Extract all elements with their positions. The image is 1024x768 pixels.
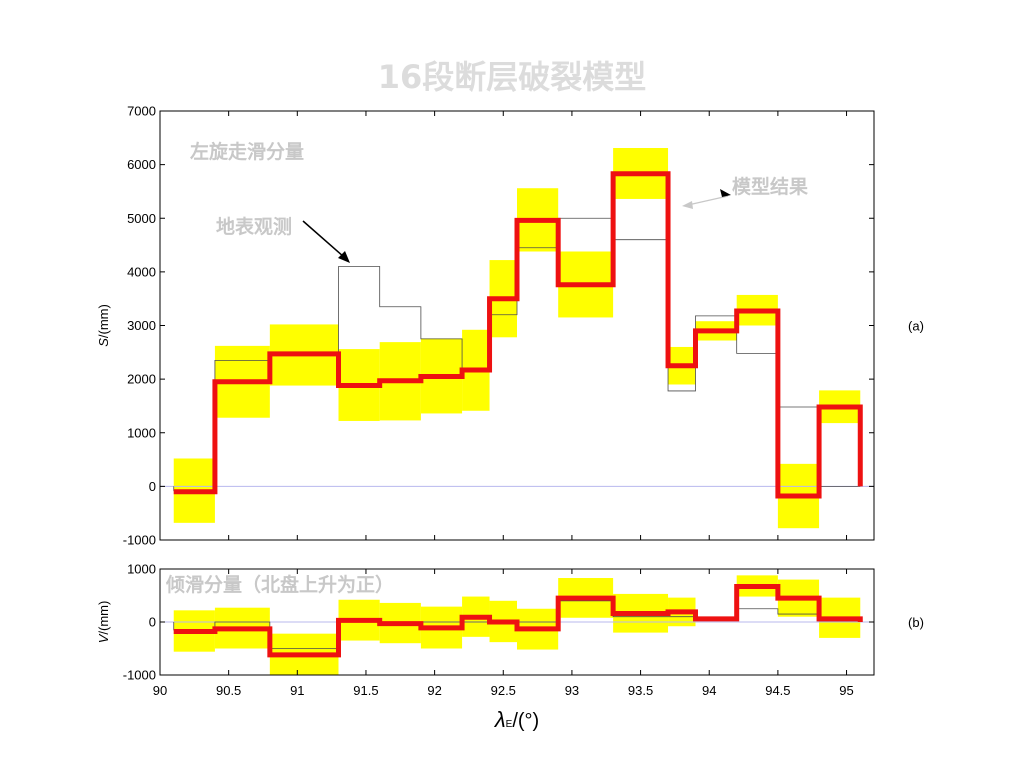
observed-annotation: 地表观测 [216,215,292,238]
x-tick-label: 94 [702,683,716,698]
x-axis-subscript: E [506,719,513,730]
x-axis-unit: /(°) [512,710,539,732]
y-tick-label: 2000 [127,372,156,387]
panel-label: (a) [908,319,924,334]
x-tick-label: 93.5 [628,683,653,698]
model-arrow-head-gray [682,201,693,209]
y-axis-variable: S [96,338,111,347]
y-axis-label: V/(mm) [96,601,111,644]
y-axis-label: S/(mm) [96,304,111,347]
model-annotation: 模型结果 [732,175,808,198]
x-tick-label: 95 [839,683,853,698]
x-tick-label: 94.5 [765,683,790,698]
y-tick-label: 0 [149,615,156,630]
model-step-line [173,171,863,499]
y-tick-label: 3000 [127,318,156,333]
x-tick-label: 93 [565,683,579,698]
y-tick-label: 4000 [127,264,156,279]
x-tick-label: 90 [153,683,167,698]
y-tick-label: -1000 [123,668,156,683]
x-tick-label: 90.5 [216,683,241,698]
y-tick-label: -1000 [123,533,156,548]
component-annotation: 倾滑分量（北盘上升为正） [165,573,394,596]
model-arrow-head-black [720,189,731,197]
y-tick-label: 7000 [127,104,156,119]
observed-arrow-head [338,251,350,263]
y-axis-variable: V [96,633,111,643]
panel-a: -1000 0 1000 2000 3000 4000 5000 6000 7000 S/(mm)… [96,104,924,548]
x-tick-label: 92.5 [491,683,516,698]
y-tick-label: 1000 [127,425,156,440]
model-arrow-line [687,195,729,206]
panel-label: (b) [908,615,924,630]
chart-title: 16段断层破裂模型 [377,58,647,96]
model-step-line [173,583,863,658]
y-tick-label: 0 [149,479,156,494]
y-axis-unit: /(mm) [96,601,111,635]
x-tick-label: 91 [290,683,304,698]
x-tick-label: 92 [427,683,441,698]
x-tick-label: 91.5 [353,683,378,698]
observed-arrow-line [302,220,345,258]
y-axis-unit: /(mm) [96,304,111,338]
y-tick-label: 5000 [127,211,156,226]
x-axis-variable: λ [494,707,506,732]
component-annotation: 左旋走滑分量 [190,140,304,163]
y-tick-label: 6000 [127,157,156,172]
y-tick-label: 1000 [127,562,156,577]
panel-b: -1000 0 1000 90 90.5 91 91.5 92 92.5 93 93.5 94 94.5… [96,562,924,733]
x-axis-label: λE/(°) [494,707,539,732]
